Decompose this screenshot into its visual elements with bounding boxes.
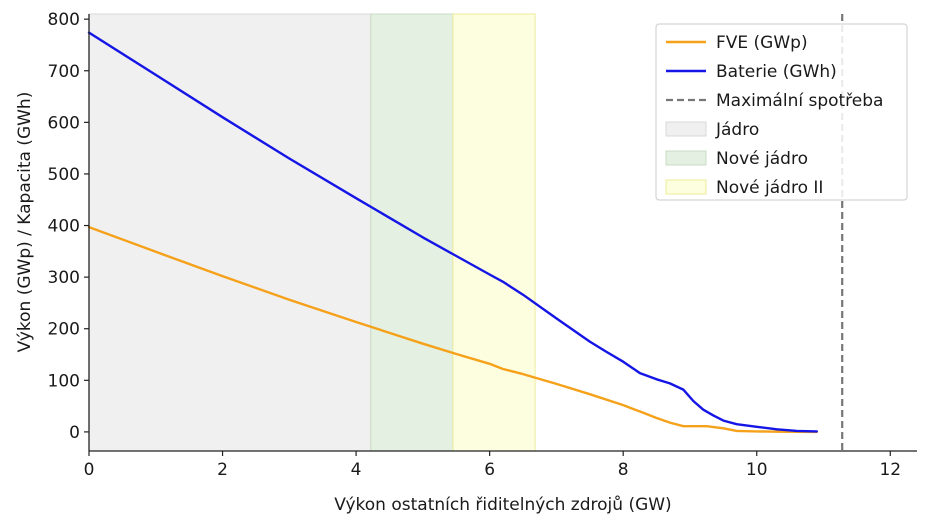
legend-region-2-swatch <box>665 150 707 166</box>
y-tick-label-4: 400 <box>48 217 80 237</box>
legend: FVE (GWp) Baterie (GWh) Maximální spotřeba… <box>655 23 908 201</box>
y-tick-label-3: 300 <box>48 268 80 288</box>
x-tick-label-2: 4 <box>351 460 362 480</box>
region-1 <box>88 13 372 452</box>
x-tick-label-5: 10 <box>746 460 768 480</box>
x-tick-label-4: 8 <box>618 460 629 480</box>
y-tick-label-5: 500 <box>48 165 80 185</box>
x-tick-label-1: 2 <box>217 460 228 480</box>
axes-layer: 0 2 4 6 8 10 12 0 100 200 300 400 500 600 700 800 <box>48 10 917 480</box>
y-axis-label: Výkon (GWp) / Kapacita (GWh) <box>15 92 35 353</box>
region-3 <box>452 13 536 452</box>
regions-layer <box>88 13 536 452</box>
region-2 <box>370 13 454 452</box>
y-tick-label-7: 700 <box>48 62 80 82</box>
series-line-2 <box>87 31 818 433</box>
legend-box <box>655 23 908 201</box>
legend-series-2-label: Baterie (GWh) <box>716 62 837 82</box>
y-tick-label-1: 100 <box>48 371 80 391</box>
legend-max-consumption-label: Maximální spotřeba <box>716 91 883 111</box>
series-layer <box>87 31 818 434</box>
legend-series-1-label: FVE (GWp) <box>716 33 808 53</box>
series-line-1 <box>87 225 818 434</box>
legend-region-3-swatch <box>665 179 707 195</box>
y-tick-label-0: 0 <box>69 423 80 443</box>
y-tick-label-2: 200 <box>48 320 80 340</box>
x-tick-label-0: 0 <box>84 460 95 480</box>
y-tick-label-6: 600 <box>48 113 80 133</box>
x-axis-label: Výkon ostatních řiditelných zdrojů (GW) <box>334 495 671 515</box>
legend-region-1-label: Jádro <box>715 120 759 140</box>
legend-region-1-swatch <box>665 121 707 137</box>
legend-region-3-label: Nové jádro II <box>716 178 823 198</box>
y-tick-label-8: 800 <box>48 10 80 30</box>
x-tick-label-3: 6 <box>484 460 495 480</box>
legend-region-2-label: Nové jádro <box>716 149 808 169</box>
x-tick-label-6: 12 <box>879 460 901 480</box>
